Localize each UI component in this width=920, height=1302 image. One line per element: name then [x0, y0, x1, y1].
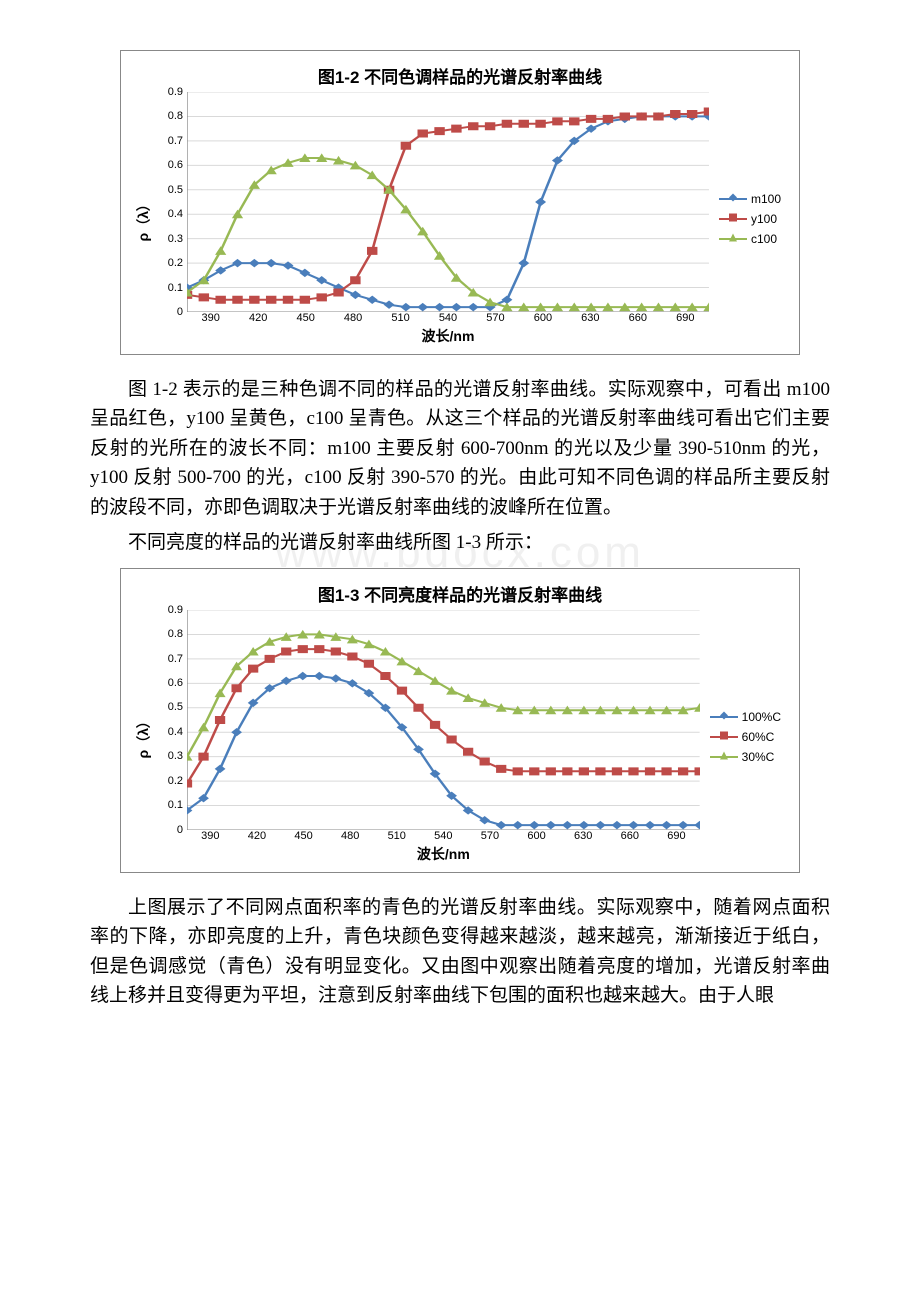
chart-1-svg	[187, 92, 709, 312]
legend-label: m100	[751, 192, 781, 206]
chart-2-ylabel: ρ（λ）	[129, 714, 157, 758]
chart-2-body: ρ（λ） 00.10.20.30.40.50.60.70.80.9 390420…	[121, 610, 799, 872]
chart-1-title: 图1-2 不同色调样品的光谱反射率曲线	[121, 51, 799, 92]
paragraph-3: 上图展示了不同网点面积率的青色的光谱反射率曲线。实际观察中，随着网点面积率的下降…	[90, 893, 830, 1011]
chart-2-container: 图1-3 不同亮度样品的光谱反射率曲线 ρ（λ） 00.10.20.30.40.…	[120, 568, 800, 873]
chart-2-xlabel: 波长/nm	[187, 844, 700, 864]
chart-1-body: ρ（λ） 00.10.20.30.40.50.60.70.80.9 390420…	[121, 92, 799, 354]
legend-item: c100	[719, 232, 781, 246]
chart-1-legend: m100 y100 c100	[709, 182, 791, 256]
chart-2-svg	[187, 610, 700, 830]
paragraph-2: 不同亮度的样品的光谱反射率曲线所图 1-3 所示：	[90, 528, 830, 557]
legend-label: 100%C	[742, 710, 781, 724]
chart-1-plot-column: 00.10.20.30.40.50.60.70.80.9 39042045048…	[157, 92, 709, 346]
chart-2-plot-area: 00.10.20.30.40.50.60.70.80.9	[187, 610, 700, 830]
chart-1-y-axis-labels: 00.10.20.30.40.50.60.70.80.9	[157, 92, 185, 312]
chart-2-y-axis-labels: 00.10.20.30.40.50.60.70.80.9	[157, 610, 185, 830]
chart-1-ylabel: ρ（λ）	[129, 197, 157, 241]
legend-label: y100	[751, 212, 777, 226]
chart-2-plot-column: 00.10.20.30.40.50.60.70.80.9 39042045048…	[157, 610, 700, 864]
legend-item: m100	[719, 192, 781, 206]
legend-label: c100	[751, 232, 777, 246]
chart-1-container: 图1-2 不同色调样品的光谱反射率曲线 ρ（λ） 00.10.20.30.40.…	[120, 50, 800, 355]
legend-item: 30%C	[710, 750, 781, 764]
chart-2-title: 图1-3 不同亮度样品的光谱反射率曲线	[121, 569, 799, 610]
legend-label: 60%C	[742, 730, 775, 744]
paragraph-1: 图 1-2 表示的是三种色调不同的样品的光谱反射率曲线。实际观察中，可看出 m1…	[90, 375, 830, 522]
chart-1-plot-area: 00.10.20.30.40.50.60.70.80.9	[187, 92, 709, 312]
legend-item: 60%C	[710, 730, 781, 744]
chart-2-legend: 100%C 60%C 30%C	[700, 700, 791, 774]
chart-2-x-axis-labels: 390420450480510540570600630660690	[187, 830, 700, 842]
legend-label: 30%C	[742, 750, 775, 764]
chart-1-xlabel: 波长/nm	[187, 326, 709, 346]
chart-1-x-axis-labels: 390420450480510540570600630660690	[187, 312, 709, 324]
legend-item: y100	[719, 212, 781, 226]
legend-item: 100%C	[710, 710, 781, 724]
